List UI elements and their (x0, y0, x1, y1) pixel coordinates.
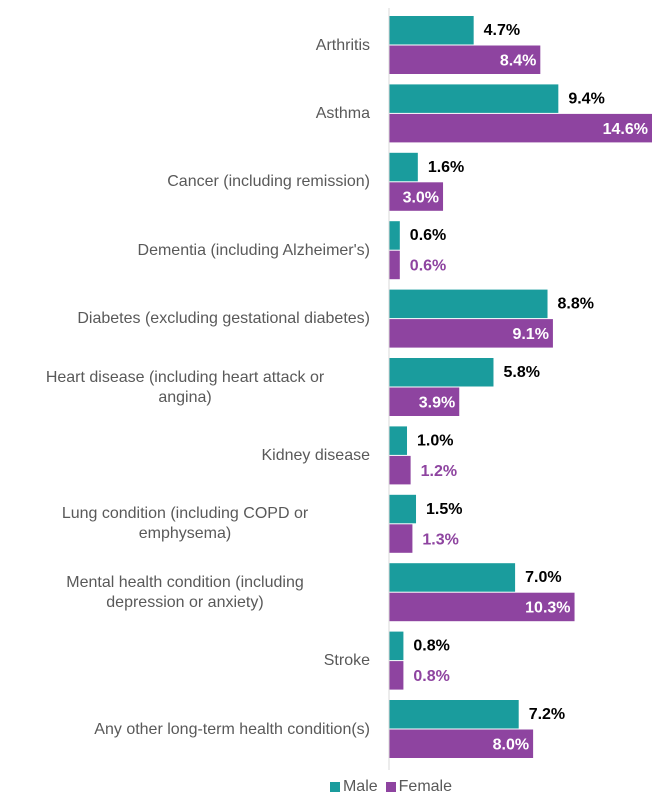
bar (389, 661, 404, 690)
bar (389, 289, 548, 319)
bar (389, 250, 400, 280)
bar (389, 700, 519, 729)
category-label: Asthma (315, 104, 370, 122)
legend-swatch (385, 782, 396, 792)
value-label: 1.0% (417, 432, 453, 449)
category-label: Stroke (323, 652, 370, 670)
legend-label: Male (342, 778, 378, 795)
bar (389, 45, 541, 74)
value-label: 9.4% (568, 90, 604, 107)
value-label: 8.4% (500, 52, 536, 69)
category-label: Dementia (including Alzheimer's) (137, 241, 370, 259)
category-label: Mental health condition (including depre… (66, 573, 304, 611)
value-label: 5.8% (503, 364, 539, 381)
bar (389, 358, 494, 387)
legend-item: Female (385, 778, 453, 796)
value-label: 8.0% (493, 736, 529, 753)
legend-label: Female (398, 778, 453, 795)
bar (389, 182, 444, 211)
bar (389, 152, 418, 182)
value-label: 1.2% (421, 463, 457, 480)
bar (389, 426, 408, 455)
value-label: 9.1% (512, 326, 548, 343)
bar (389, 494, 417, 524)
value-label: 1.3% (422, 531, 458, 548)
value-label: 0.8% (413, 668, 449, 685)
bar (389, 592, 575, 622)
value-label: 1.5% (426, 501, 462, 518)
category-label: Heart disease (including heart attack or… (45, 368, 325, 406)
category-label: Any other long-term health condition(s) (94, 720, 370, 738)
bar (389, 631, 404, 661)
legend-item: Male (329, 778, 378, 796)
bar (389, 221, 400, 250)
value-label: 0.6% (410, 258, 446, 275)
bar (389, 455, 411, 485)
value-label: 3.9% (419, 394, 455, 411)
bar (389, 387, 460, 416)
value-label: 3.0% (403, 189, 439, 206)
bar (389, 319, 553, 348)
value-label: 14.6% (603, 121, 648, 138)
category-label: Diabetes (excluding gestational diabetes… (77, 310, 370, 328)
bar (389, 84, 559, 113)
bar (389, 16, 474, 45)
value-label: 0.6% (410, 227, 446, 244)
category-label: Lung condition (including COPD or emphys… (61, 505, 309, 543)
value-label: 10.3% (525, 600, 570, 617)
bar (389, 563, 516, 592)
value-label: 1.6% (428, 159, 464, 176)
legend: Male Female (0, 778, 652, 796)
bar (389, 524, 413, 553)
value-label: 7.0% (525, 569, 561, 586)
legend-swatch (329, 782, 340, 792)
category-label: Arthritis (315, 36, 370, 54)
bar (389, 113, 652, 143)
value-label: 8.8% (558, 296, 594, 313)
category-label: Cancer (including remission) (167, 173, 370, 191)
value-label: 4.7% (484, 22, 520, 39)
bar (389, 729, 534, 758)
value-label: 7.2% (529, 706, 565, 723)
value-label: 0.8% (413, 638, 449, 655)
category-label: Kidney disease (261, 446, 370, 464)
